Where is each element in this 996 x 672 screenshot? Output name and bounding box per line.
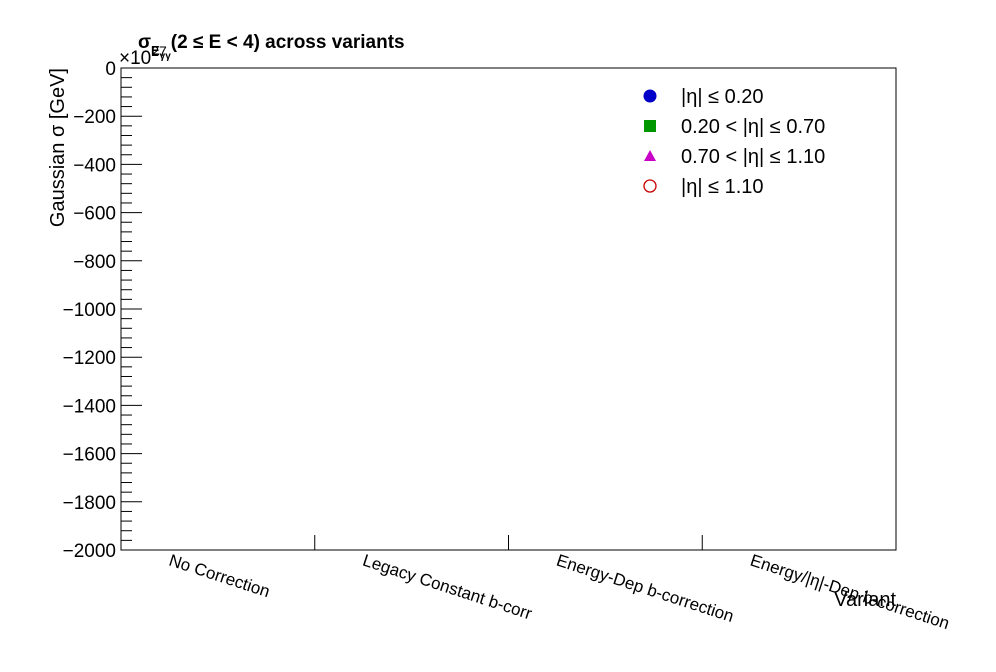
y-tick-label: −1200 — [63, 348, 116, 369]
y-tick-label: −1000 — [63, 300, 116, 321]
legend-label: |η| ≤ 0.20 — [681, 86, 764, 108]
chart-title-sub: E — [151, 43, 160, 58]
plot-frame — [120, 67, 897, 551]
x-tick-label: Legacy Constant b-corr — [360, 551, 534, 624]
chart-title-subsub: γγ — [160, 51, 172, 62]
y-tick-label: −600 — [73, 204, 116, 225]
x-tick-label: No Correction — [167, 551, 273, 601]
y-exponent-value: 27 — [151, 43, 167, 59]
x-tick-label: Energy-Dep b-correction — [554, 551, 736, 626]
y-tick-label: −2000 — [63, 541, 116, 562]
y-axis-title: Gaussian σ [GeV] — [47, 68, 69, 227]
legend-marker-open-circle — [643, 179, 657, 193]
y-tick-label: −800 — [73, 252, 116, 273]
chart-title-rest: (2 ≤ E < 4) across variants — [171, 32, 405, 53]
y-tick-label: −1800 — [63, 493, 116, 514]
y-tick-label: −1600 — [63, 445, 116, 466]
y-tick-label: −400 — [73, 155, 116, 176]
legend-label: 0.70 < |η| ≤ 1.10 — [681, 146, 825, 168]
legend-label: |η| ≤ 1.10 — [681, 176, 764, 198]
y-axis: 0 −200 −400 −600 −800 −1000 −1200 −1400 −1600 −18… — [63, 59, 142, 562]
legend-marker-circle — [643, 89, 657, 103]
legend-label: 0.20 < |η| ≤ 0.70 — [681, 116, 825, 138]
y-exponent-label: ×1027 — [119, 43, 167, 69]
y-exponent-prefix: ×10 — [119, 48, 151, 69]
legend-marker-square — [644, 120, 656, 132]
chart-title-main: σ — [138, 32, 151, 53]
y-tick-label: −200 — [73, 107, 116, 128]
y-tick-label: −1400 — [63, 396, 116, 417]
x-axis-title: Variant — [834, 589, 896, 611]
y-tick-label: 0 — [105, 59, 116, 80]
legend: |η| ≤ 0.20 0.20 < |η| ≤ 0.70 0.70 < |η| ≤ … — [643, 86, 825, 198]
legend-marker-triangle — [644, 150, 656, 161]
chart-title: σEγγ(2 ≤ E < 4) across variants — [138, 32, 405, 62]
